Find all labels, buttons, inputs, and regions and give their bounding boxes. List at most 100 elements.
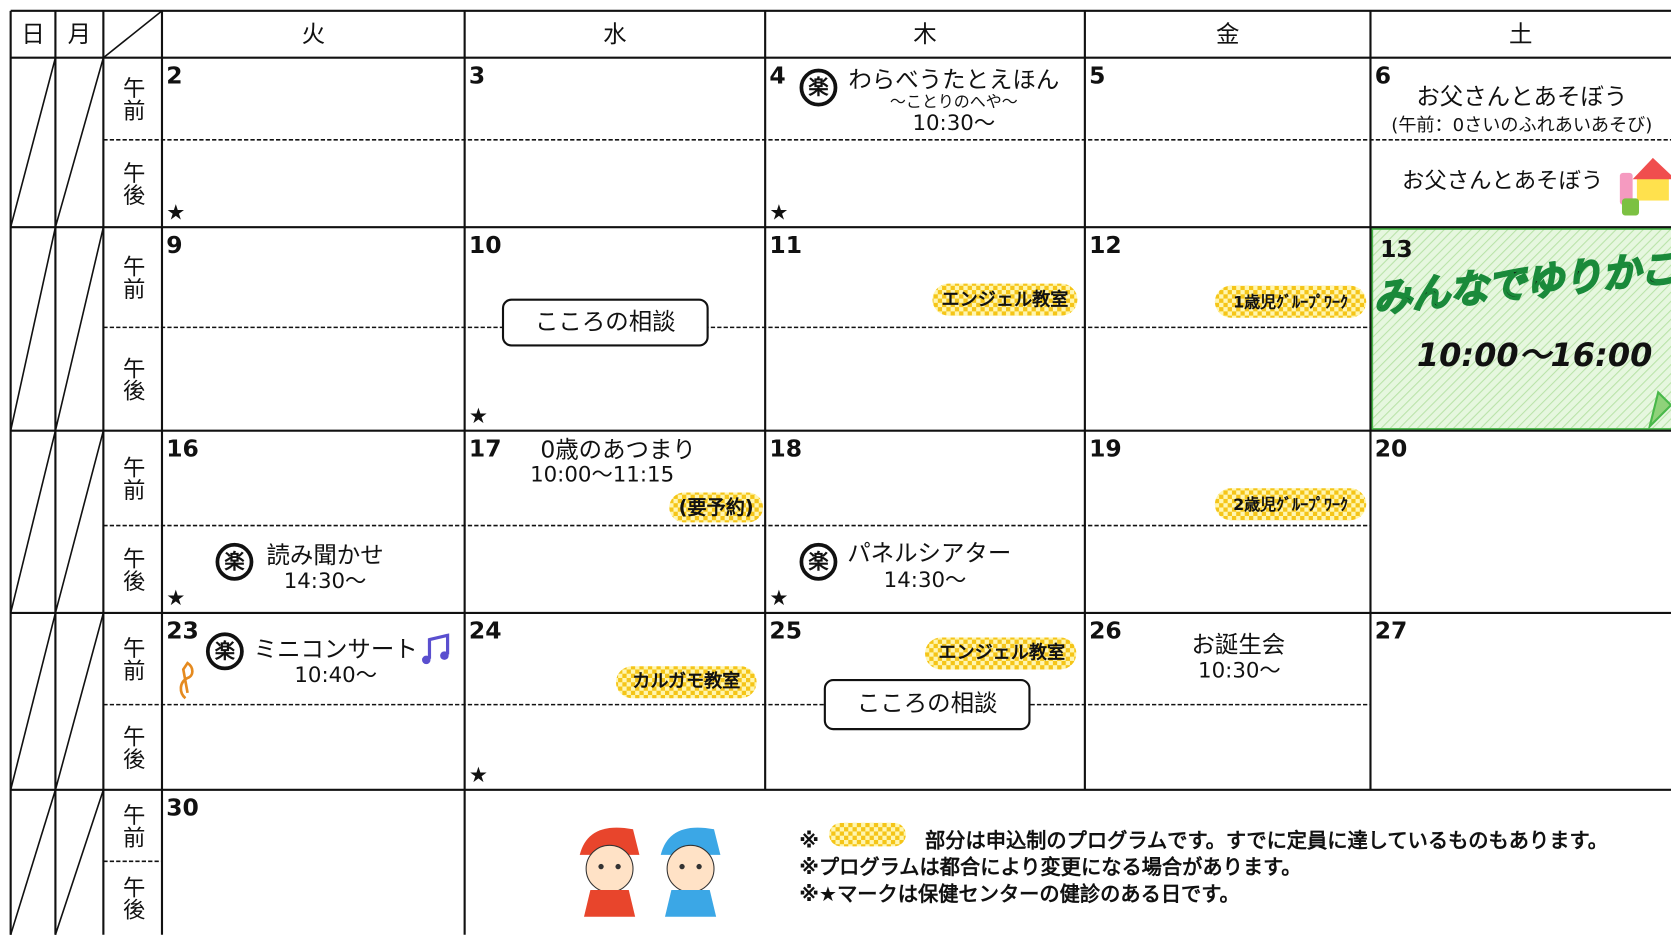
character-body <box>664 890 717 917</box>
header-slash <box>102 10 163 59</box>
star-mark: ★ <box>469 404 488 429</box>
period-pm: 午後 <box>119 161 145 206</box>
period-pm: 午後 <box>119 875 145 920</box>
event-title: お父さんとあそぼう <box>1416 83 1627 111</box>
note: 部分は申込制のプログラムです。すでに定員に達しているものもあります。 <box>925 829 1608 853</box>
cell-slash <box>9 430 57 614</box>
house-icon <box>1636 177 1669 201</box>
signup-highlight <box>932 283 1078 316</box>
character-face <box>585 844 634 893</box>
date: 9 <box>166 231 182 259</box>
character-eye <box>696 863 702 870</box>
day-header: 日 <box>21 20 44 48</box>
cell-slash <box>54 57 105 228</box>
date: 23 <box>166 617 199 645</box>
event-time: 10:30～ <box>1198 659 1281 684</box>
character-eye <box>598 863 604 870</box>
raku-icon <box>215 542 254 581</box>
cell-slash <box>54 789 105 935</box>
period-am: 午前 <box>119 636 145 681</box>
event-title: エンジェル教室 <box>938 641 1065 663</box>
cell-slash <box>54 430 105 614</box>
date: 18 <box>769 434 802 462</box>
event-title: お誕生会 <box>1191 631 1285 659</box>
date: 27 <box>1375 617 1408 645</box>
music-note-head <box>422 655 431 665</box>
event-time: 10:00～11:15 <box>530 462 674 487</box>
cell-slash <box>9 227 57 431</box>
signup-legend <box>829 822 906 847</box>
date: 13 <box>1380 235 1413 263</box>
star-mark: ★ <box>166 200 185 225</box>
music-note-icon <box>427 633 450 659</box>
date: 4 <box>769 61 785 89</box>
signup-highlight <box>615 666 757 699</box>
day-header: 金 <box>1216 20 1239 48</box>
date: 30 <box>166 794 199 822</box>
day-header: 木 <box>913 20 936 48</box>
character-hat <box>579 827 640 855</box>
character-eye <box>615 863 621 870</box>
character-face <box>666 844 715 893</box>
event-title: 2歳児ｸﾞﾙｰﾌﾟﾜｰｸ <box>1233 495 1348 514</box>
period-pm: 午後 <box>119 725 145 770</box>
backgrounds <box>1369 226 1671 432</box>
event-title: 0歳のあつまり <box>540 435 696 463</box>
green-box <box>1369 226 1671 432</box>
note: ※★マークは保健センターの健診のある日です。 <box>799 882 1239 906</box>
raku-icon <box>205 632 244 671</box>
event-time: 14:30～ <box>884 568 967 593</box>
star-mark: ★ <box>166 586 185 611</box>
event-title: カルガモ教室 <box>632 670 740 692</box>
raku-mark: 楽 <box>808 549 829 573</box>
event-time: 10:00～16:00 <box>1417 336 1653 374</box>
star-mark: ★ <box>769 586 788 611</box>
event-title: わらべうたとえほん <box>848 66 1059 94</box>
event-title: 読み聞かせ <box>266 541 383 569</box>
raku-icon <box>799 542 838 581</box>
event-time: 14:30～ <box>284 569 367 594</box>
star-mark: ★ <box>769 200 788 225</box>
contents: 日月火水木金土午前午後午前午後午前午後午前午後午前午後2 3 4 5 69 10 11 12 1… <box>21 20 1671 921</box>
consult-box <box>823 679 1031 731</box>
signup-highlight <box>669 492 764 523</box>
date: 11 <box>769 231 802 259</box>
star-mark: ★ <box>469 763 488 788</box>
music-note-head <box>440 651 449 660</box>
event-title: ミニコンサート <box>254 635 418 663</box>
event-title: お父さんとあそぼう <box>1402 168 1603 194</box>
period-am: 午前 <box>119 255 145 300</box>
day-header: 水 <box>603 20 626 48</box>
page-curl <box>1647 390 1671 430</box>
date: 17 <box>469 434 502 462</box>
date: 12 <box>1089 231 1122 259</box>
character-hat <box>660 827 721 855</box>
period-pm: 午後 <box>119 356 145 401</box>
date: 3 <box>469 61 485 89</box>
event-title: エンジェル教室 <box>942 289 1069 311</box>
character-eye <box>679 863 685 870</box>
house-roof <box>1632 157 1671 180</box>
period-am: 午前 <box>119 803 145 848</box>
date: 19 <box>1089 434 1122 462</box>
period-am: 午前 <box>119 455 145 500</box>
event-title: こころの相談 <box>857 689 998 717</box>
event-title: こころの相談 <box>535 308 676 336</box>
day-header: 土 <box>1509 20 1532 48</box>
clef-icon <box>179 661 194 700</box>
event-time: 10:40～ <box>294 663 377 688</box>
signup-highlight <box>925 637 1077 670</box>
house-block <box>1621 198 1640 216</box>
cell-slash <box>9 789 57 935</box>
event-title: 1歳児ｸﾞﾙｰﾌﾟﾜｰｸ <box>1233 292 1348 311</box>
date: 16 <box>166 434 199 462</box>
date: 20 <box>1375 434 1408 462</box>
date: 26 <box>1089 617 1122 645</box>
date: 10 <box>469 231 502 259</box>
signup-highlight <box>1214 285 1367 318</box>
raku-mark: 楽 <box>808 75 829 99</box>
event-note: (午前：0さいのふれあいあそび) <box>1391 115 1652 136</box>
cell-slash <box>9 57 57 228</box>
character-body <box>583 890 636 917</box>
